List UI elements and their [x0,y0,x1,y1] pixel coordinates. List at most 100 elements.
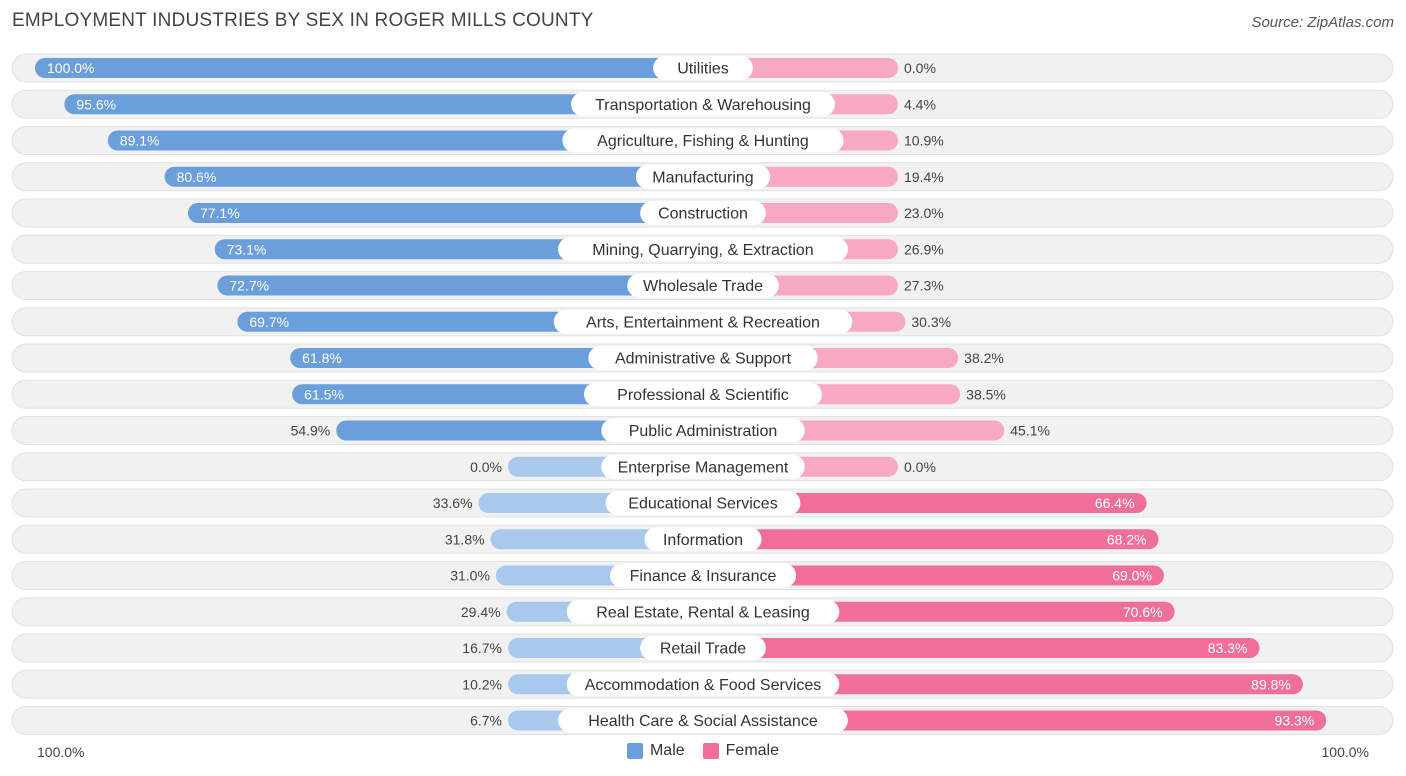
category-label: Transportation & Warehousing [595,97,811,114]
category-label-bg [627,273,779,298]
category-label: Enterprise Management [618,459,789,476]
value-label-female: 27.3% [904,278,944,294]
category-label-bg [553,309,853,334]
category-label: Manufacturing [652,169,753,186]
value-label-female: 89.8% [1251,676,1291,692]
category-label-bg [640,636,766,660]
value-label-female: 93.3% [1275,713,1315,729]
category-label: Utilities [677,61,729,78]
bar-male [35,58,703,78]
value-label-male: 100.0% [47,60,94,76]
value-label-female: 70.6% [1123,604,1163,620]
value-label-male: 6.7% [470,713,502,729]
value-label-male: 95.6% [76,96,116,112]
category-label-bg [566,672,840,697]
value-label-female: 69.0% [1112,568,1152,584]
category-label: Finance & Insurance [630,568,777,585]
legend-item-female: Female [702,742,780,760]
value-label-male: 10.2% [462,676,502,692]
category-label-bg [601,454,805,479]
value-label-female: 19.4% [904,169,944,185]
value-label-female: 38.5% [966,386,1006,402]
value-label-male: 73.1% [227,241,267,257]
category-label-bg [605,491,801,515]
category-label: Construction [658,206,748,223]
category-label-bg [640,201,766,225]
bar-female [703,493,1147,513]
category-label: Wholesale Trade [643,278,763,295]
category-label-bg [588,346,818,370]
value-label-male: 54.9% [291,423,331,439]
category-label: Public Administration [629,423,778,440]
category-label: Arts, Entertainment & Recreation [586,314,820,331]
value-label-male: 80.6% [177,169,217,185]
legend-label-female: Female [725,742,780,759]
bar-female [703,565,1164,586]
value-label-female: 26.9% [904,241,944,257]
value-label-male: 33.6% [433,495,473,511]
category-label: Health Care & Social Assistance [588,713,818,730]
value-label-male: 31.0% [450,568,490,584]
value-label-female: 10.9% [904,133,944,149]
value-label-female: 45.1% [1010,423,1050,439]
category-label-bg [571,92,835,117]
category-label: Professional & Scientific [617,387,789,404]
category-label-bg [601,418,805,443]
diverging-bar-chart: Utilities 100.0% 0.0% Transportation & Ware… [11,53,1394,735]
category-label-bg [566,599,840,624]
value-label-male: 29.4% [461,604,501,620]
category-label: Retail Trade [660,641,746,658]
bar-female [703,710,1327,731]
legend-label-male: Male [649,742,685,759]
legend-swatch-female [702,743,719,759]
value-label-male: 61.5% [304,386,344,402]
value-label-male: 77.1% [200,205,240,221]
value-label-female: 38.2% [964,350,1004,366]
bar-female [703,674,1303,695]
value-label-male: 89.1% [120,133,160,149]
value-label-male: 31.8% [445,531,485,547]
category-label-bg [558,237,848,262]
value-label-female: 66.4% [1095,495,1135,511]
category-label: Information [663,532,743,549]
bar-female [703,638,1260,658]
value-label-male: 69.7% [249,314,289,330]
category-label: Accommodation & Food Services [585,677,822,694]
axis-right-label: 100.0% [1321,744,1369,760]
value-label-male: 61.8% [302,350,342,366]
value-label-male: 0.0% [470,459,502,475]
category-label: Educational Services [628,496,777,513]
bar-male [107,130,703,151]
bar-male [64,94,704,115]
bar-female [703,529,1159,550]
category-label: Administrative & Support [615,351,792,368]
category-label: Real Estate, Rental & Leasing [596,604,809,621]
category-label-bg [558,708,848,733]
legend-swatch-male [626,743,643,759]
bar-male [217,275,703,296]
value-label-female: 23.0% [904,205,944,221]
bar-male [164,166,704,187]
category-label-bg [609,563,797,588]
value-label-female: 4.4% [904,96,936,112]
legend: Male Female [0,742,1406,760]
value-label-female: 30.3% [911,314,951,330]
axis-left-label: 100.0% [37,744,85,760]
category-label-bg [562,128,844,153]
category-label: Mining, Quarrying, & Extraction [592,242,813,259]
source-credit: Source: ZipAtlas.com [1251,14,1394,31]
category-label-bg [635,164,771,189]
bar-male [187,203,704,223]
legend-item-male: Male [626,742,685,760]
category-label-bg [644,527,762,552]
value-label-female: 0.0% [904,459,936,475]
value-label-male: 16.7% [462,640,502,656]
value-label-female: 68.2% [1107,531,1147,547]
category-label-bg [584,382,822,407]
chart-title: EMPLOYMENT INDUSTRIES BY SEX IN ROGER MI… [12,10,594,31]
value-label-female: 0.0% [904,60,936,76]
category-label: Agriculture, Fishing & Hunting [597,133,809,150]
category-label-bg [653,56,753,80]
value-label-female: 83.3% [1208,640,1248,656]
value-label-male: 72.7% [229,278,269,294]
